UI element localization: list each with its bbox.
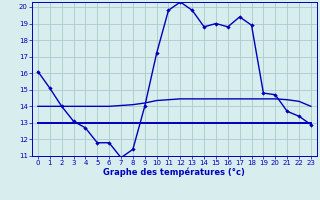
X-axis label: Graphe des températures (°c): Graphe des températures (°c) <box>103 168 245 177</box>
